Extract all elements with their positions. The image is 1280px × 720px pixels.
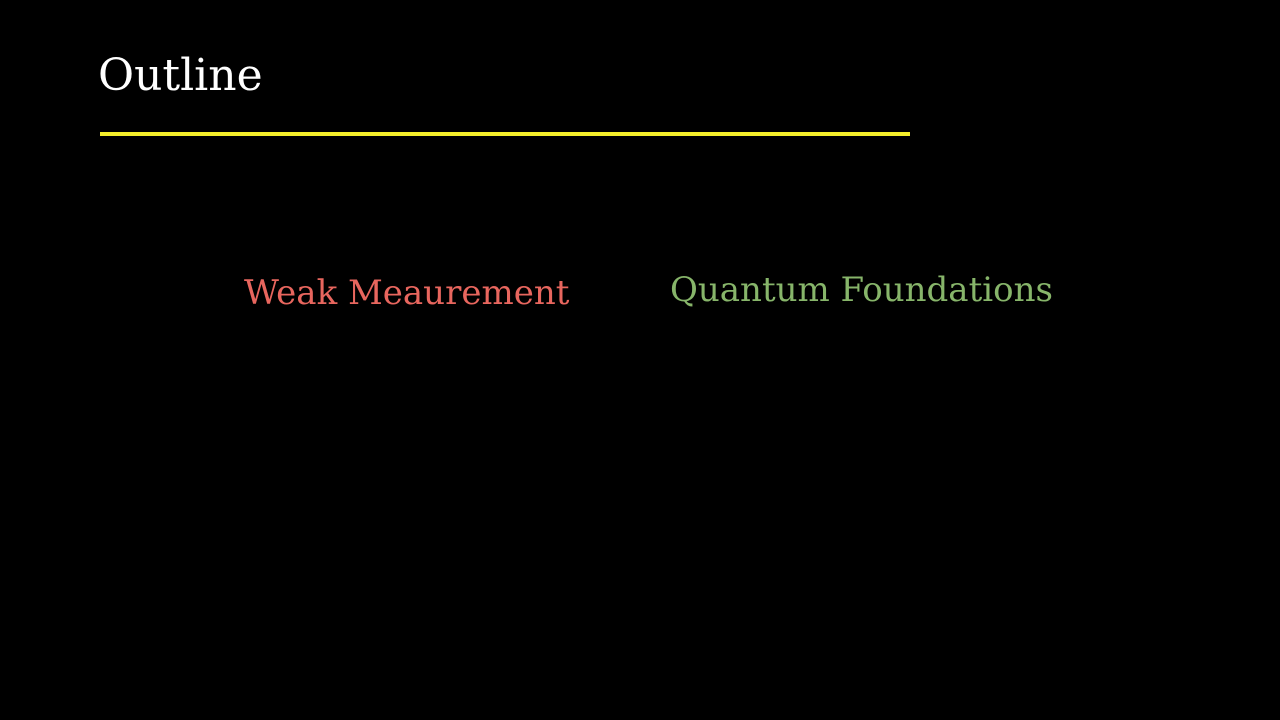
slide-title: Outline xyxy=(98,50,263,101)
title-underline xyxy=(100,132,910,136)
topic-weak-measurement: Weak Meaurement xyxy=(244,273,570,313)
topic-quantum-foundations: Quantum Foundations xyxy=(670,270,1053,310)
